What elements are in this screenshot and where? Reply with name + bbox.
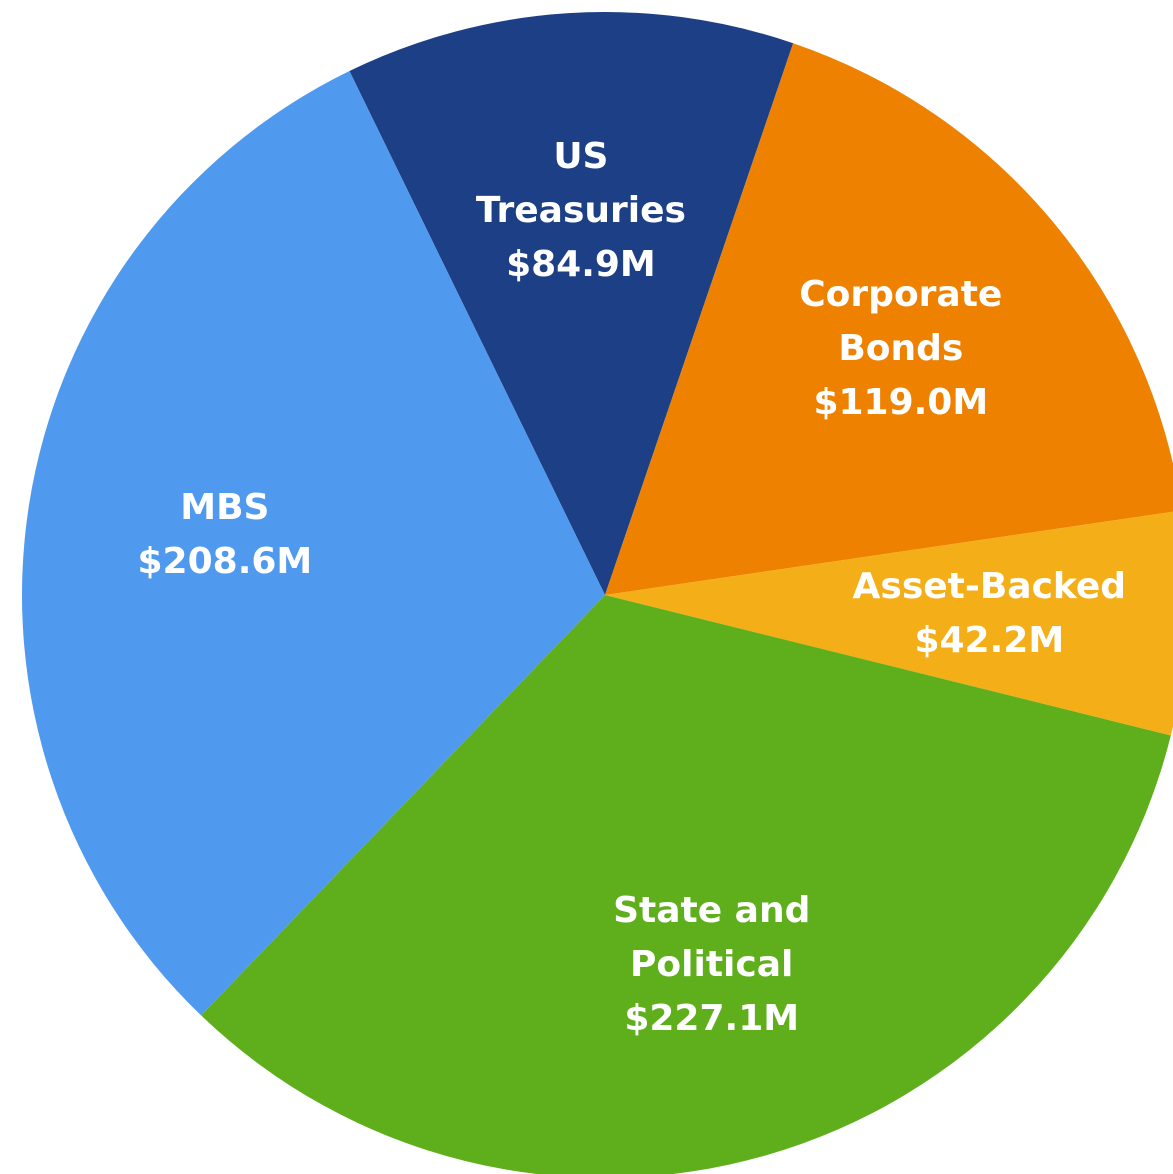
slice-name: State and Political [613, 889, 811, 985]
slice-label-box: State and Political $227.1M [542, 855, 882, 1075]
pie-slice [349, 12, 794, 596]
slice-name: MBS [180, 487, 270, 529]
slice-name: Asset-Backed [852, 565, 1127, 607]
slice-name: US Treasuries [475, 135, 686, 231]
pie-slice [605, 43, 1173, 595]
slice-label-box: Corporate Bonds $119.0M [731, 239, 1071, 459]
slice-label-box: MBS $208.6M [55, 425, 395, 645]
slice-label: MBS $208.6M [55, 425, 395, 645]
slice-value: $119.0M [813, 381, 989, 423]
slice-label-box: Asset-Backed $42.2M [819, 504, 1159, 724]
pie-slice [21, 71, 605, 1016]
pie-slice [605, 511, 1173, 736]
slice-label: State and Political $227.1M [542, 855, 882, 1075]
slice-label: Corporate Bonds $119.0M [731, 239, 1071, 459]
slice-label-box: US Treasuries $84.9M [411, 101, 751, 321]
slice-label: Asset-Backed $42.2M [819, 504, 1159, 724]
pie-slice [201, 595, 1171, 1174]
slice-value: $42.2M [914, 619, 1065, 661]
slice-label: US Treasuries $84.9M [411, 101, 751, 321]
slice-value: $208.6M [137, 541, 313, 583]
slice-value: $84.9M [506, 243, 656, 285]
slice-name: Corporate Bonds [799, 273, 1003, 369]
slice-value: $227.1M [624, 997, 800, 1039]
